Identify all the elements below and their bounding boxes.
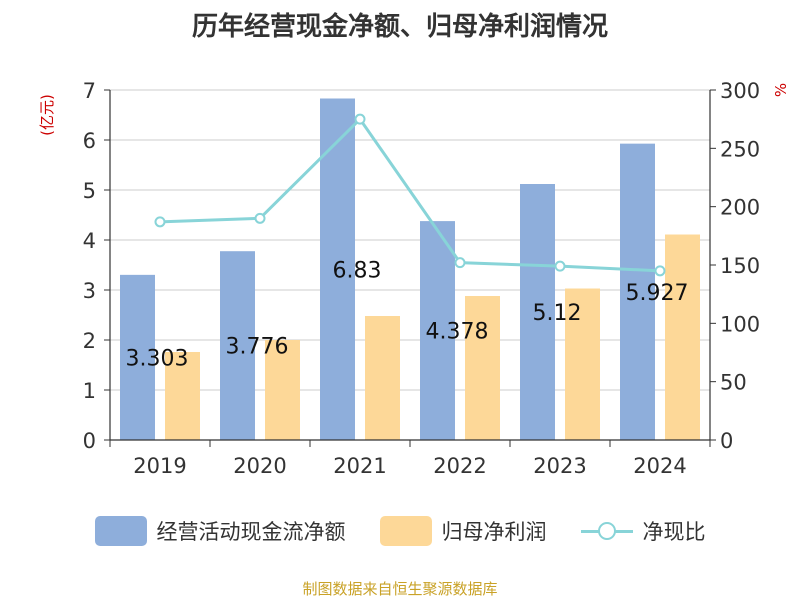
point-ratio-2022 [454,257,466,269]
y-tick-label-left: 7 [83,79,96,103]
legend-swatch-operating-cash [94,516,147,546]
y-tick-label-right: 0 [720,429,733,453]
y-axis-left-unit: (亿元) [38,94,56,136]
y-tick-label-left: 2 [83,329,96,353]
point-ratio-2019 [154,216,166,228]
y-tick-label-right: 300 [720,79,760,103]
point-ratio-2020 [254,212,266,224]
point-ratio-2024 [654,265,666,277]
legend-label-ratio: 净现比 [642,520,706,544]
y-tick-label-right: 200 [720,196,760,220]
bars-layer [120,98,700,440]
grid-layer [110,89,710,391]
legend-swatch-net-profit [379,516,432,546]
y-tick-label-right: 150 [720,254,760,278]
bar-operating-cash-2023 [520,184,555,440]
legend-swatch-ratio [580,516,633,546]
y-tick-label-right: 50 [720,371,747,395]
x-tick-label: 2024 [633,454,686,478]
y-tick-label-left: 1 [83,379,96,403]
y-tick-label-right: 100 [720,312,760,336]
x-tick-label: 2023 [533,454,586,478]
bar-operating-cash-2022 [420,221,455,440]
legend: 经营活动现金流净额 归母净利润 净现比 [0,516,800,546]
y-tick-label-left: 3 [83,279,96,303]
bar-operating-cash-2020 [220,251,255,440]
legend-label-net-profit: 归母净利润 [441,520,547,544]
legend-item-ratio[interactable]: 净现比 [580,516,706,546]
bar-net-profit-2020 [265,340,300,440]
data-label-operating-cash-2024: 5.927 [626,281,689,306]
chart-title: 历年经营现金净额、归母净利润情况 [191,12,608,42]
x-tick-label: 2022 [433,454,486,478]
line-layer [154,113,666,277]
x-tick-label: 2019 [133,454,186,478]
x-tick-label: 2021 [333,454,386,478]
bar-net-profit-2022 [465,296,500,440]
data-label-operating-cash-2022: 4.378 [426,320,489,345]
data-label-operating-cash-2019: 3.303 [126,346,189,371]
bar-operating-cash-2021 [320,98,355,440]
y-axis-right-unit: % [772,83,790,97]
source-note: 制图数据来自恒生聚源数据库 [302,580,498,598]
y-tick-label-left: 6 [83,129,96,153]
labels-layer: 3.303 3.776 6.83 4.378 5.12 5.927 [126,258,689,371]
y-tick-label-left: 4 [83,229,96,253]
data-label-operating-cash-2021: 6.83 [333,258,382,283]
legend-item-operating-cash[interactable]: 经营活动现金流净额 [94,516,346,546]
bar-net-profit-2019 [165,352,200,440]
bar-operating-cash-2019 [120,274,155,440]
line-ratio [159,116,661,273]
legend-item-net-profit[interactable]: 归母净利润 [379,516,547,546]
x-tick-label: 2020 [233,454,286,478]
chart-area: 0 1 2 3 4 5 6 7 0 50 100 150 200 250 300 2019 2020 2021 20… [38,79,790,478]
axes-layer: 0 1 2 3 4 5 6 7 0 50 100 150 200 250 300 2019 2020 2021 20… [38,79,790,478]
y-tick-label-left: 5 [83,179,96,203]
bar-net-profit-2023 [565,288,600,440]
bar-net-profit-2021 [365,316,400,440]
y-tick-label-right: 250 [720,137,760,161]
bar-operating-cash-2024 [620,143,655,440]
point-ratio-2021 [354,113,366,125]
y-tick-label-left: 0 [83,429,96,453]
legend-label-operating-cash: 经营活动现金流净额 [156,520,346,544]
point-ratio-2023 [554,260,566,272]
data-label-operating-cash-2023: 5.12 [533,301,582,326]
bar-net-profit-2024 [665,234,700,440]
data-label-operating-cash-2020: 3.776 [226,335,289,360]
